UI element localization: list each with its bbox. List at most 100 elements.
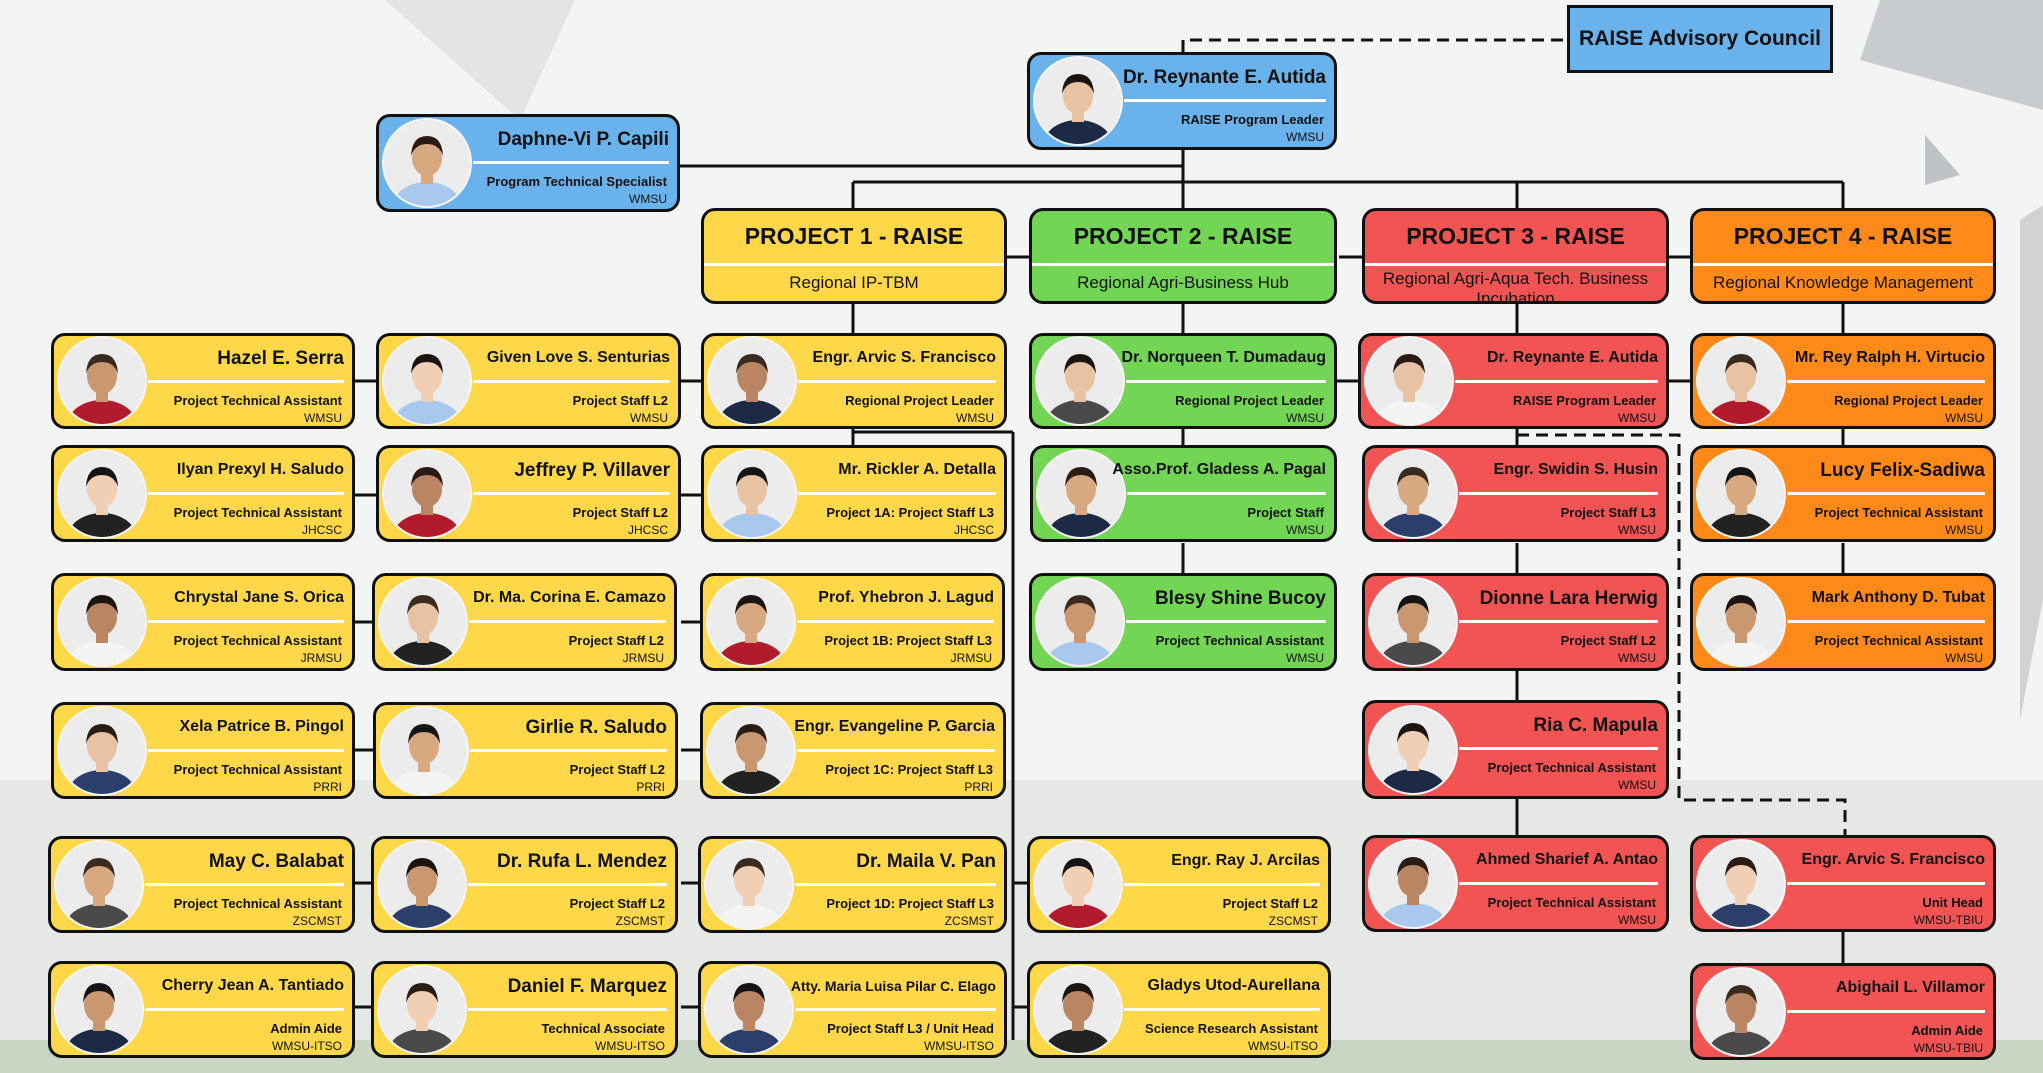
person-card[interactable]: Ahmed Sharief A. Antao Project Technical … <box>1362 835 1669 932</box>
person-role: Regional Project Leader <box>845 393 994 408</box>
avatar <box>1033 56 1123 146</box>
avatar <box>1696 577 1786 667</box>
person-role: Project Staff L2 <box>1560 633 1656 648</box>
person-card[interactable]: Lucy Felix-Sadiwa Project Technical Assis… <box>1690 445 1996 542</box>
person-affiliation: WMSU <box>304 411 342 425</box>
person-affiliation: JHCSC <box>627 523 668 537</box>
project-4-header[interactable]: PROJECT 4 - RAISE Regional Knowledge Mana… <box>1690 208 1996 304</box>
project-1-header[interactable]: PROJECT 1 - RAISE Regional IP-TBM <box>701 208 1007 304</box>
person-card[interactable]: Mark Anthony D. Tubat Project Technical A… <box>1690 573 1996 671</box>
person-role: Project Technical Assistant <box>173 762 342 777</box>
person-card[interactable]: Engr. Evangeline P. Garcia Project 1C: Pr… <box>700 702 1006 799</box>
person-card[interactable]: Dionne Lara Herwig Project Staff L2 WMSU <box>1362 573 1669 671</box>
person-name: Mark Anthony D. Tubat <box>1811 589 1985 606</box>
person-card[interactable]: Daphne-Vi P. Capili Program Technical Spe… <box>376 114 680 212</box>
person-card[interactable]: Engr. Ray J. Arcilas Project Staff L2 ZSCM… <box>1027 836 1331 933</box>
person-name: Dr. Norqueen T. Dumadaug <box>1121 349 1326 366</box>
person-card[interactable]: Chrystal Jane S. Orica Project Technical … <box>51 573 355 671</box>
person-role: RAISE Program Leader <box>1512 393 1656 408</box>
person-name: Asso.Prof. Gladess A. Pagal <box>1112 461 1326 478</box>
divider <box>1787 620 1985 623</box>
divider <box>148 749 344 752</box>
person-card[interactable]: Engr. Arvic S. Francisco Regional Project… <box>701 333 1007 429</box>
person-role: Project 1B: Project Staff L3 <box>824 633 992 648</box>
divider <box>1459 882 1658 885</box>
person-role: Unit Head <box>1922 895 1983 910</box>
person-affiliation: WMSU <box>1618 411 1656 425</box>
person-card[interactable]: Mr. Rickler A. Detalla Project 1A: Projec… <box>701 445 1007 542</box>
person-card[interactable]: Engr. Arvic S. Francisco Unit Head WMSU-TB… <box>1690 835 1996 932</box>
person-card[interactable]: Jeffrey P. Villaver Project Staff L2 JHCSC <box>376 445 681 542</box>
person-card[interactable]: Xela Patrice B. Pingol Project Technical … <box>51 702 355 799</box>
person-card[interactable]: Dr. Ma. Corina E. Camazo Project Staff L2… <box>372 573 677 671</box>
avatar <box>1364 336 1454 426</box>
avatar <box>54 839 144 930</box>
divider <box>1365 263 1666 266</box>
project-title: PROJECT 1 - RAISE <box>744 223 964 249</box>
avatar <box>706 705 796 796</box>
project-subtitle: Regional Agri-Business Hub <box>1077 273 1289 292</box>
person-card[interactable]: Dr. Reynante E. Autida RAISE Program Lead… <box>1027 52 1337 150</box>
person-card[interactable]: Prof. Yhebron J. Lagud Project 1B: Projec… <box>700 573 1005 671</box>
divider <box>1459 620 1658 623</box>
person-card[interactable]: Dr. Reynante E. Autida RAISE Program Lead… <box>1358 333 1669 429</box>
project-3-header[interactable]: PROJECT 3 - RAISE Regional Agri-Aqua Tech… <box>1362 208 1669 304</box>
person-role: Project Staff L2 <box>572 505 668 520</box>
avatar <box>57 448 147 539</box>
person-affiliation: WMSU-ITSO <box>924 1039 994 1053</box>
person-card[interactable]: Daniel F. Marquez Technical Associate WMSU… <box>371 961 678 1058</box>
person-affiliation: WMSU <box>1286 523 1324 537</box>
person-affiliation: WMSU-TBIU <box>1913 1041 1983 1055</box>
person-card[interactable]: Mr. Rey Ralph H. Virtucio Regional Projec… <box>1690 333 1996 429</box>
person-affiliation: WMSU <box>1618 523 1656 537</box>
person-card[interactable]: Gladys Utod-Aurellana Science Research As… <box>1027 961 1331 1058</box>
person-card[interactable]: Girlie R. Saludo Project Staff L2 PRRI <box>373 702 678 799</box>
person-card[interactable]: Abighail L. Villamor Admin Aide WMSU-TBIU <box>1690 963 1996 1060</box>
person-affiliation: WMSU <box>1286 130 1324 144</box>
person-card[interactable]: Hazel E. Serra Project Technical Assistan… <box>51 333 355 429</box>
person-affiliation: WMSU-ITSO <box>1248 1039 1318 1053</box>
person-name: Given Love S. Senturias <box>486 349 670 366</box>
person-card[interactable]: Blesy Shine Bucoy Project Technical Assis… <box>1029 573 1337 671</box>
person-card[interactable]: May C. Balabat Project Technical Assistan… <box>48 836 355 933</box>
person-affiliation: WMSU <box>1945 411 1983 425</box>
person-card[interactable]: Dr. Norqueen T. Dumadaug Regional Project… <box>1029 333 1337 429</box>
person-role: Science Research Assistant <box>1145 1021 1318 1036</box>
avatar <box>704 839 794 930</box>
project-2-header[interactable]: PROJECT 2 - RAISE Regional Agri-Business … <box>1029 208 1337 304</box>
person-card[interactable]: Ilyan Prexyl H. Saludo Project Technical … <box>51 445 355 542</box>
divider <box>473 161 669 164</box>
person-card[interactable]: Ria C. Mapula Project Technical Assistant… <box>1362 700 1669 799</box>
avatar <box>1033 964 1123 1055</box>
person-affiliation: PRRI <box>313 780 342 794</box>
divider <box>1787 1010 1985 1013</box>
person-affiliation: WMSU <box>956 411 994 425</box>
person-card[interactable]: Engr. Swidin S. Husin Project Staff L3 WMS… <box>1362 445 1669 542</box>
person-affiliation: WMSU <box>1618 651 1656 665</box>
avatar <box>1368 448 1458 539</box>
person-card[interactable]: Dr. Rufa L. Mendez Project Staff L2 ZSCMST <box>371 836 678 933</box>
person-card[interactable]: Atty. Maria Luisa Pilar C. Elago Project … <box>698 961 1007 1058</box>
avatar <box>57 705 147 796</box>
divider <box>1459 747 1658 750</box>
person-role: Project Technical Assistant <box>173 896 342 911</box>
person-card[interactable]: Given Love S. Senturias Project Staff L2 W… <box>376 333 681 429</box>
person-role: Project Staff L2 <box>569 762 665 777</box>
divider <box>1126 380 1326 383</box>
person-card[interactable]: Asso.Prof. Gladess A. Pagal Project Staff… <box>1030 445 1337 542</box>
project-title: PROJECT 2 - RAISE <box>1073 223 1293 249</box>
divider <box>148 492 344 495</box>
person-affiliation: WMSU <box>1618 778 1656 792</box>
person-name: Mr. Rickler A. Detalla <box>838 461 996 478</box>
person-affiliation: WMSU <box>630 411 668 425</box>
person-card[interactable]: Dr. Maila V. Pan Project 1D: Project Staf… <box>698 836 1007 933</box>
person-name: Prof. Yhebron J. Lagud <box>818 589 994 606</box>
person-card[interactable]: Cherry Jean A. Tantiado Admin Aide WMSU-IT… <box>48 961 355 1058</box>
person-name: Lucy Felix-Sadiwa <box>1820 460 1985 481</box>
person-name: Engr. Arvic S. Francisco <box>1801 851 1985 868</box>
person-name: Dr. Maila V. Pan <box>856 851 996 872</box>
divider <box>468 1008 667 1011</box>
avatar <box>1368 704 1458 795</box>
person-role: Project Staff L3 <box>1560 505 1656 520</box>
